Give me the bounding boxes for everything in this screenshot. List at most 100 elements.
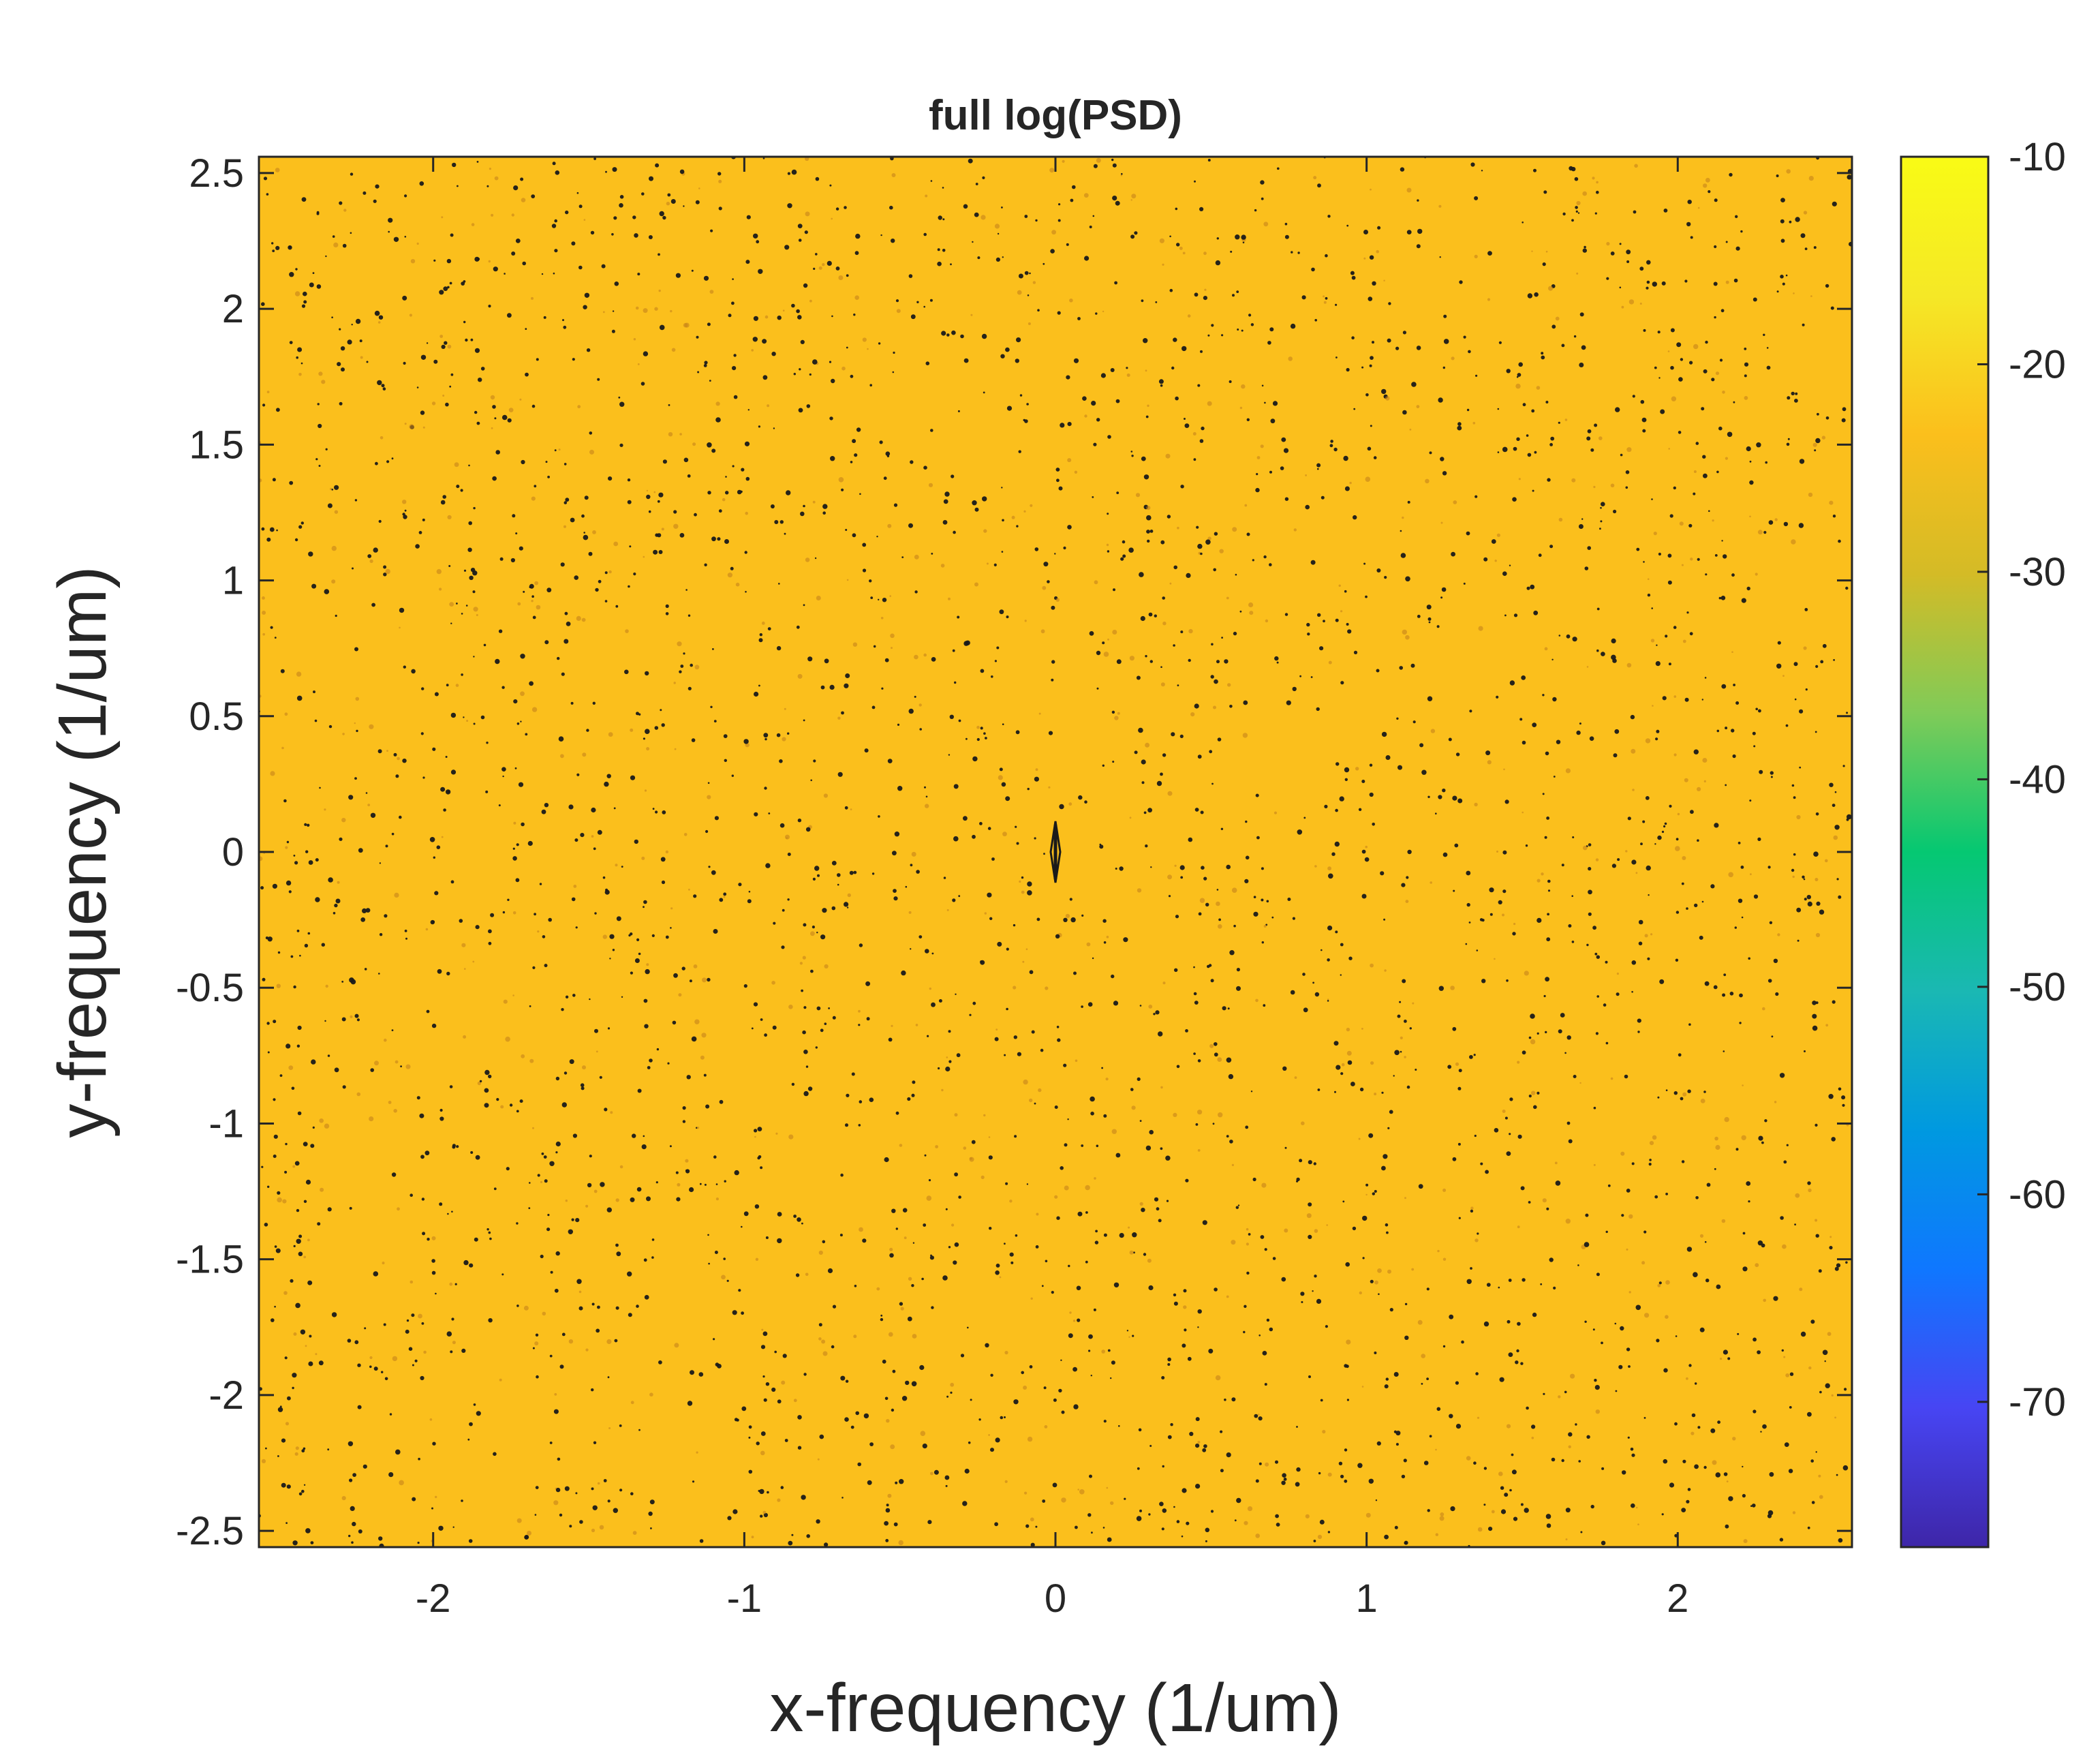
speckle [1703, 183, 1708, 188]
speckle [1016, 337, 1021, 343]
speckle [1256, 473, 1259, 476]
speckle [1807, 1411, 1812, 1417]
speckle [1596, 607, 1600, 611]
speckle [689, 979, 692, 983]
speckle [261, 1165, 264, 1168]
speckle [1340, 1072, 1344, 1075]
speckle [1335, 303, 1338, 306]
speckle [723, 734, 728, 738]
speckle [420, 1155, 424, 1159]
speckle [514, 767, 517, 769]
speckle [765, 863, 771, 868]
speckle [585, 1348, 589, 1352]
speckle [354, 722, 356, 724]
speckle [501, 767, 506, 772]
chart-title: full log(PSD) [929, 92, 1182, 139]
speckle [1429, 1435, 1432, 1438]
speckle [366, 361, 369, 363]
speckle [419, 1113, 424, 1118]
speckle [495, 658, 500, 665]
speckle [791, 303, 795, 308]
speckle [343, 209, 347, 212]
speckle [619, 443, 623, 447]
speckle [721, 1275, 726, 1280]
speckle [841, 711, 844, 715]
speckle [1147, 808, 1152, 813]
speckle [583, 219, 586, 221]
speckle [1748, 1200, 1750, 1203]
speckle [969, 1013, 972, 1016]
speckle [1226, 1057, 1232, 1063]
speckle [1744, 348, 1747, 350]
speckle [1404, 1020, 1407, 1023]
speckle [555, 1487, 561, 1493]
speckle [266, 537, 271, 542]
speckle [727, 1516, 732, 1521]
speckle [1819, 1390, 1822, 1394]
speckle [262, 596, 265, 600]
speckle [870, 596, 874, 599]
speckle [1644, 934, 1648, 938]
speckle [1620, 1326, 1624, 1331]
speckle [655, 163, 660, 168]
speckle [1606, 242, 1610, 246]
speckle [839, 1234, 843, 1237]
speckle [1226, 1452, 1231, 1458]
speckle [1509, 1097, 1513, 1101]
speckle [1096, 687, 1099, 690]
speckle [1060, 1166, 1064, 1170]
speckle [905, 885, 908, 888]
speckle [1156, 1207, 1160, 1211]
speckle [1025, 948, 1028, 950]
speckle [1504, 799, 1509, 804]
speckle [990, 1373, 993, 1377]
speckle [1628, 1365, 1631, 1368]
speckle [1034, 547, 1039, 551]
speckle [1564, 418, 1568, 421]
speckle [1703, 369, 1708, 373]
speckle [518, 782, 524, 787]
speckle [1632, 395, 1635, 398]
speckle [486, 742, 489, 744]
speckle [492, 405, 496, 409]
speckle [1494, 560, 1497, 562]
speckle [818, 1323, 822, 1327]
speckle [1370, 1279, 1374, 1283]
speckle [294, 1161, 300, 1166]
speckle [448, 565, 451, 567]
speckle [520, 691, 525, 697]
speckle [747, 899, 752, 904]
speckle [1131, 455, 1134, 457]
speckle [918, 935, 923, 938]
speckle [1540, 1283, 1543, 1285]
speckle [1114, 716, 1119, 720]
speckle [1183, 1289, 1187, 1293]
speckle [1229, 1140, 1233, 1144]
speckle [1333, 447, 1338, 452]
speckle [445, 402, 449, 407]
speckle [1430, 881, 1432, 884]
speckle [1248, 1233, 1251, 1236]
speckle [938, 215, 942, 220]
speckle [294, 861, 298, 865]
speckle [1136, 1516, 1142, 1521]
speckle [1385, 1223, 1389, 1227]
speckle [1335, 1065, 1341, 1070]
speckle [1143, 338, 1148, 344]
speckle [1546, 1523, 1551, 1528]
speckle [615, 1306, 619, 1310]
speckle [1560, 1013, 1565, 1018]
speckle [768, 812, 771, 814]
speckle [1327, 926, 1333, 931]
speckle [829, 684, 835, 690]
speckle [1584, 1242, 1590, 1247]
speckle [777, 1399, 782, 1404]
speckle [1002, 723, 1004, 725]
speckle [1061, 1497, 1066, 1503]
speckle [818, 1250, 823, 1255]
speckle [505, 1036, 510, 1042]
speckle [356, 1018, 360, 1022]
speckle [668, 404, 670, 406]
speckle [1483, 557, 1488, 562]
speckle [1794, 1223, 1797, 1225]
